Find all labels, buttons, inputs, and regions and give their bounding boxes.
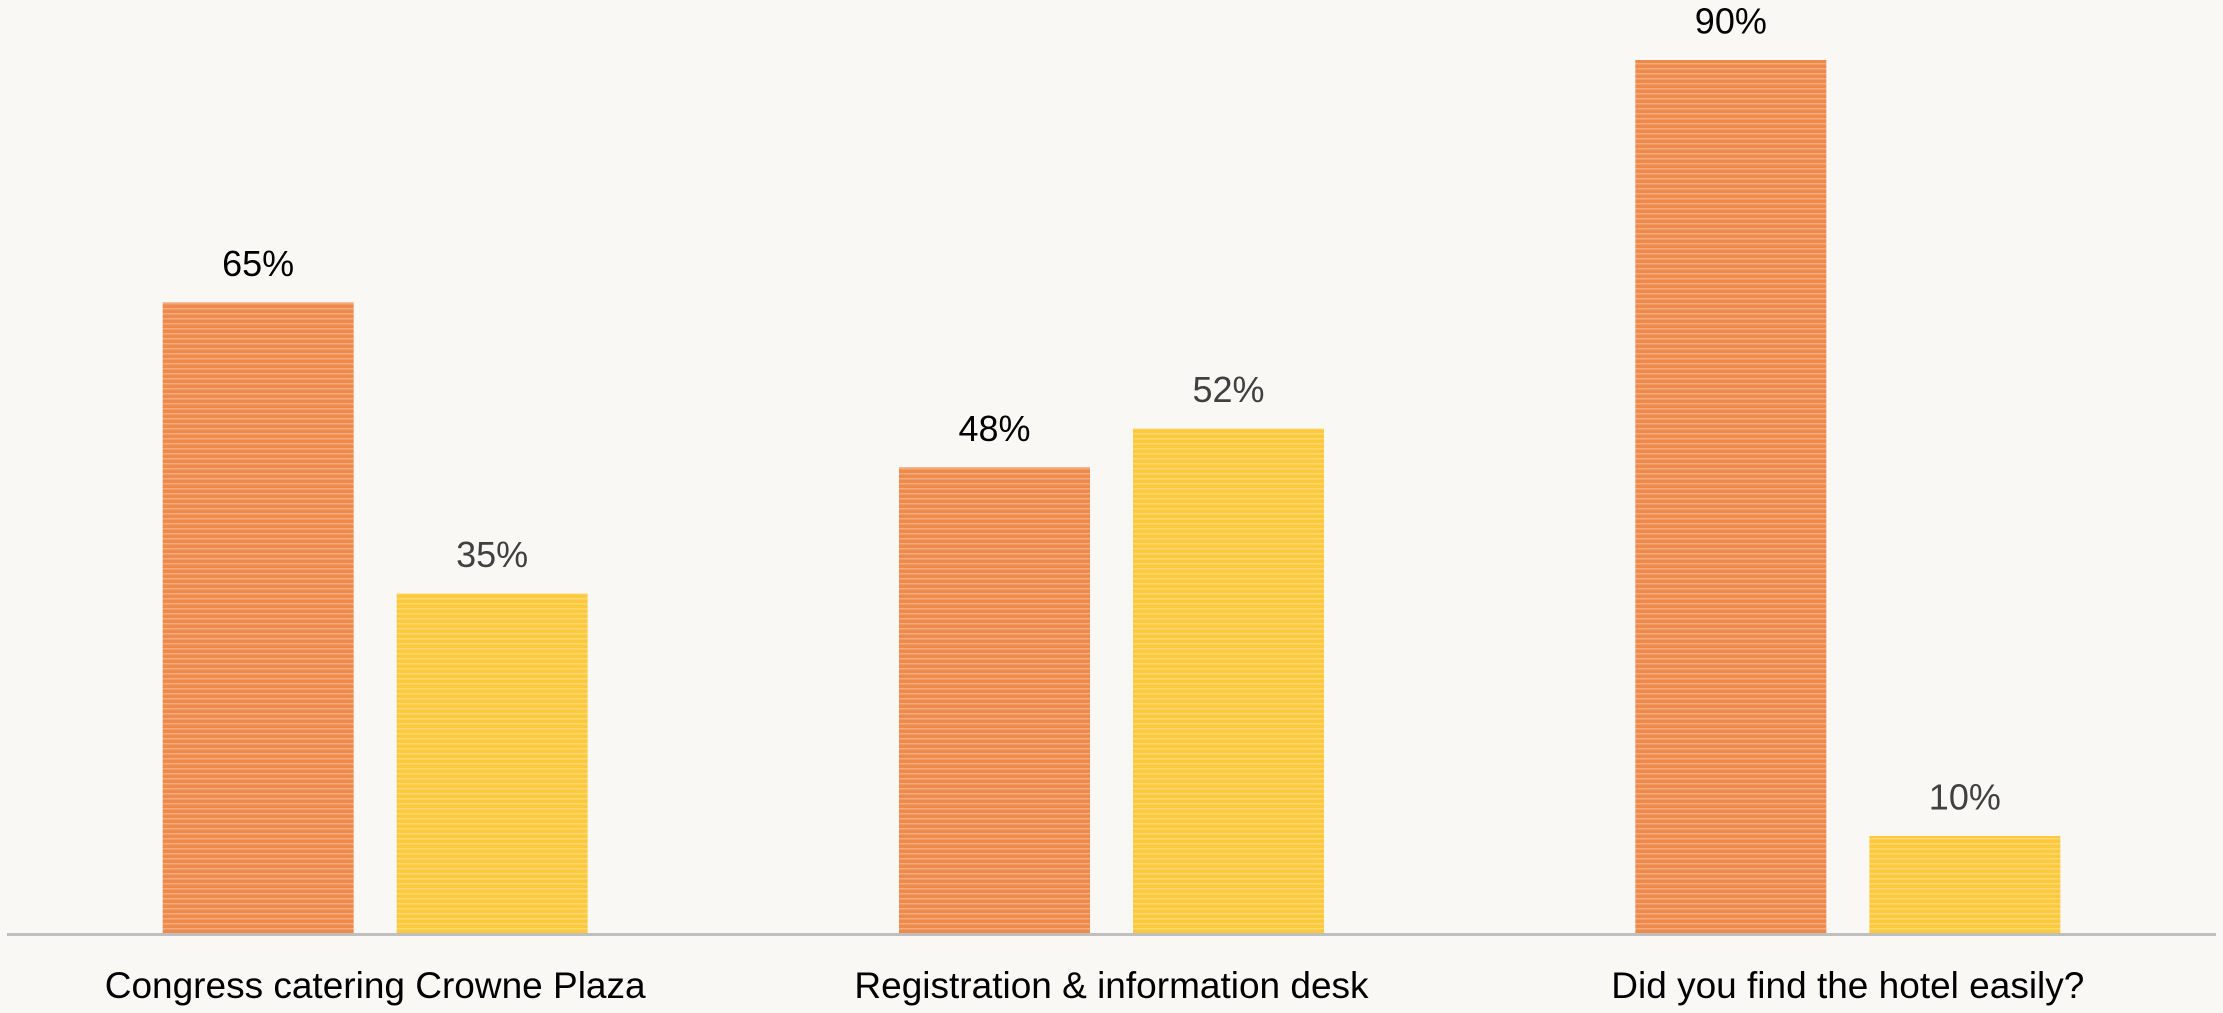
x-tick-label: Registration & information desk [854,965,1369,1006]
bar [899,467,1090,933]
bar [1869,836,2061,933]
bar [162,302,354,933]
value-label: 65% [222,243,294,284]
value-label: 35% [456,534,528,575]
bar [1133,428,1324,933]
value-label: 90% [1695,1,1767,42]
x-tick-label: Congress catering Crowne Plaza [105,965,646,1006]
x-tick-label: Did you find the hotel easily? [1611,965,2084,1006]
bar [396,593,588,933]
value-label: 10% [1929,777,2001,818]
value-label: 48% [958,408,1030,449]
value-label: 52% [1192,369,1264,410]
bar [1635,60,1827,933]
